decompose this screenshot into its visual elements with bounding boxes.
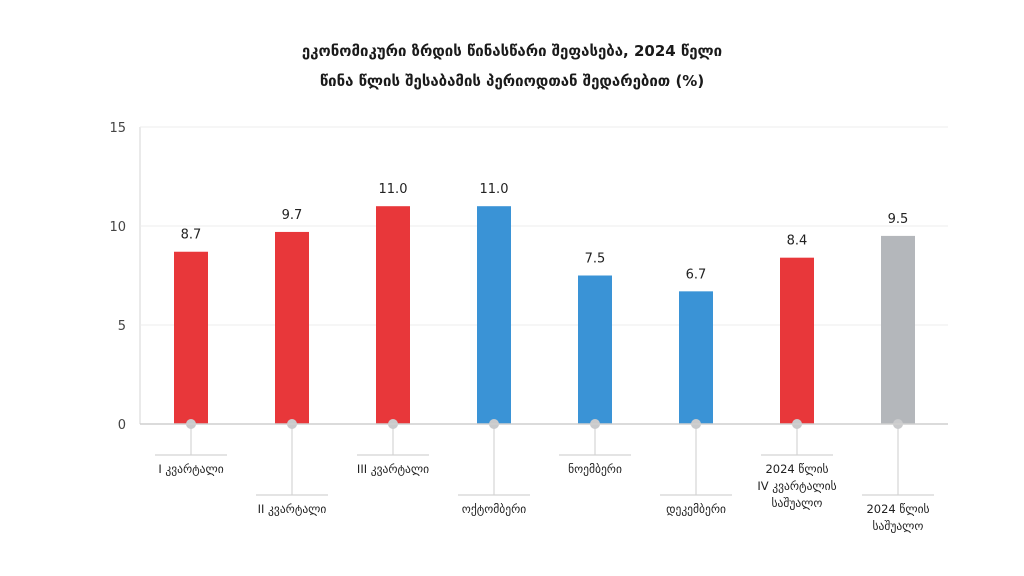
y-tick-label: 0	[118, 418, 126, 433]
y-tick-label: 10	[109, 220, 126, 235]
bar	[477, 206, 511, 424]
data-label: 6.7	[686, 267, 707, 282]
data-label: 9.7	[282, 208, 303, 223]
chart-subtitle: წინა წლის შესაბამის პერიოდთან შედარებით …	[319, 72, 705, 90]
category-label: III კვარტალი	[356, 462, 430, 476]
data-label: 8.4	[787, 234, 808, 249]
data-label: 11.0	[379, 182, 408, 197]
data-label: 11.0	[480, 182, 509, 197]
category-label: II კვარტალი	[257, 502, 327, 516]
y-tick-label: 5	[118, 319, 126, 334]
y-tick-label: 15	[109, 121, 126, 136]
bar	[174, 251, 208, 424]
bar	[679, 291, 713, 424]
data-label: 7.5	[585, 252, 606, 267]
bar	[275, 231, 309, 424]
bar	[780, 257, 814, 424]
category-label: 2024 წლის IV კვარტალის საშუალო	[757, 462, 837, 510]
bar	[376, 206, 410, 424]
bar	[881, 235, 915, 424]
chart-title: ეკონომიკური ზრდის წინასწარი შეფასება, 20…	[301, 42, 723, 60]
bar	[578, 275, 612, 424]
category-label: დეკემბერი	[666, 502, 726, 516]
data-label: 9.5	[888, 212, 909, 227]
data-label: 8.7	[181, 228, 202, 243]
category-label: 2024 წლის საშუალო	[866, 502, 930, 533]
category-label: ნოემბერი	[568, 462, 622, 476]
category-label: I კვარტალი	[158, 462, 224, 476]
category-label: ოქტომბერი	[461, 502, 527, 516]
